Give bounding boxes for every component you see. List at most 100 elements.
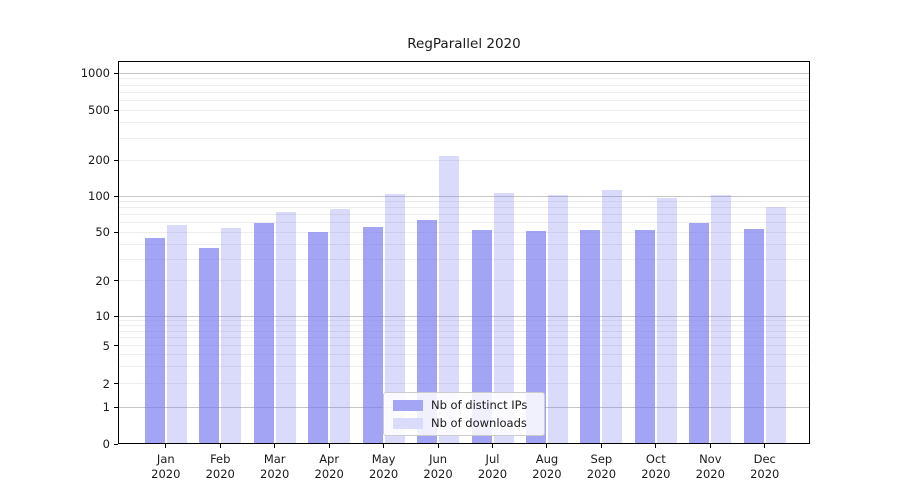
gridline-600 bbox=[119, 100, 809, 102]
bar-sep-distinct-ips bbox=[580, 230, 601, 444]
x-tick-label-sep: Sep 2020 bbox=[586, 452, 617, 481]
gridline-6 bbox=[119, 337, 809, 339]
bar-dec-downloads bbox=[765, 207, 786, 444]
gridline-70 bbox=[119, 214, 809, 216]
x-tick-feb bbox=[219, 444, 221, 448]
bar-jan-downloads bbox=[166, 224, 187, 444]
bar-aug-downloads bbox=[547, 194, 568, 444]
gridline-2 bbox=[119, 383, 809, 384]
gridline-3 bbox=[119, 366, 809, 368]
gridline-90 bbox=[119, 201, 809, 203]
gridline-200 bbox=[119, 159, 809, 161]
y-tick-0 bbox=[114, 443, 118, 445]
x-tick-sep bbox=[600, 444, 602, 448]
y-tick-label-2: 2 bbox=[102, 376, 110, 391]
gridline-20 bbox=[119, 280, 809, 282]
x-tick-label-apr: Apr 2020 bbox=[314, 452, 344, 481]
plot-area-frame bbox=[118, 61, 810, 444]
bar-feb-distinct-ips bbox=[199, 248, 220, 444]
bar-mar-distinct-ips bbox=[253, 222, 274, 444]
x-tick-oct bbox=[655, 444, 657, 448]
y-tick-10 bbox=[114, 315, 118, 317]
gridline-1000 bbox=[119, 72, 809, 74]
x-tick-label-mar: Mar 2020 bbox=[260, 452, 290, 481]
y-tick-500 bbox=[114, 109, 118, 111]
x-tick-aug bbox=[546, 444, 548, 448]
bar-may-downloads bbox=[384, 193, 405, 444]
bar-jun-downloads bbox=[439, 156, 460, 444]
x-tick-dec bbox=[764, 444, 766, 448]
x-tick-jun bbox=[437, 444, 439, 448]
x-tick-jan bbox=[165, 444, 167, 448]
x-tick-may bbox=[383, 444, 385, 448]
bar-nov-distinct-ips bbox=[689, 222, 710, 444]
gridline-4 bbox=[119, 354, 809, 356]
y-tick-20 bbox=[114, 280, 118, 282]
y-tick-label-1: 1 bbox=[102, 400, 110, 414]
bar-nov-downloads bbox=[711, 194, 732, 444]
x-tick-nov bbox=[709, 444, 711, 448]
gridline-5 bbox=[119, 345, 809, 347]
gridline-500 bbox=[119, 109, 809, 111]
y-tick-200 bbox=[114, 159, 118, 161]
gridline-300 bbox=[119, 137, 809, 139]
chart-title: RegParallel 2020 bbox=[407, 36, 521, 52]
gridline-7 bbox=[119, 330, 809, 332]
bar-apr-distinct-ips bbox=[308, 232, 329, 444]
x-tick-label-nov: Nov 2020 bbox=[695, 452, 725, 481]
legend-label-downloads: Nb of downloads bbox=[431, 416, 527, 430]
gridline-60 bbox=[119, 222, 809, 224]
x-tick-label-dec: Dec 2020 bbox=[750, 452, 780, 481]
y-tick-label-200: 200 bbox=[88, 153, 110, 168]
legend-swatch-distinct-ips bbox=[393, 399, 423, 411]
x-tick-label-jan: Jan 2020 bbox=[151, 452, 181, 481]
y-tick-label-5: 5 bbox=[102, 338, 110, 353]
x-tick-jul bbox=[492, 444, 493, 448]
y-tick-label-500: 500 bbox=[88, 103, 110, 118]
gridline-30 bbox=[119, 258, 809, 260]
bar-oct-distinct-ips bbox=[634, 230, 655, 444]
bar-feb-downloads bbox=[221, 228, 242, 444]
bar-oct-downloads bbox=[656, 197, 677, 444]
gridline-80 bbox=[119, 207, 809, 209]
gridline-800 bbox=[119, 84, 809, 86]
x-tick-label-aug: Aug 2020 bbox=[532, 452, 562, 481]
bar-may-distinct-ips bbox=[362, 227, 383, 444]
legend-swatch-downloads bbox=[393, 417, 423, 429]
gridline-400 bbox=[119, 121, 809, 123]
legend-box: Nb of distinct IPs Nb of downloads bbox=[383, 392, 545, 436]
x-tick-label-may: May 2020 bbox=[368, 452, 399, 481]
gridline-50 bbox=[119, 231, 809, 233]
bar-apr-downloads bbox=[330, 209, 351, 444]
x-tick-label-jun: Jun 2020 bbox=[423, 452, 453, 481]
y-tick-label-1000: 1000 bbox=[80, 66, 110, 81]
gridline-40 bbox=[119, 243, 809, 245]
gridline-8 bbox=[119, 325, 809, 327]
bar-jan-distinct-ips bbox=[144, 237, 165, 444]
bar-jul-downloads bbox=[493, 193, 514, 444]
y-tick-label-100: 100 bbox=[88, 189, 110, 204]
x-tick-mar bbox=[274, 444, 276, 448]
bar-dec-distinct-ips bbox=[743, 229, 764, 444]
x-tick-label-oct: Oct 2020 bbox=[641, 452, 671, 481]
y-tick-1 bbox=[114, 406, 118, 408]
gridline-100 bbox=[119, 195, 809, 197]
bar-mar-downloads bbox=[275, 211, 296, 444]
y-tick-label-10: 10 bbox=[95, 309, 110, 323]
x-tick-label-feb: Feb 2020 bbox=[205, 452, 235, 481]
x-tick-apr bbox=[328, 444, 330, 448]
x-tick-label-jul: Jul 2020 bbox=[477, 452, 508, 481]
bar-jun-distinct-ips bbox=[417, 220, 438, 444]
gridline-700 bbox=[119, 91, 809, 93]
y-tick-5 bbox=[114, 345, 118, 347]
legend-item-distinct-ips: Nb of distinct IPs bbox=[393, 398, 535, 412]
bar-jul-distinct-ips bbox=[471, 230, 492, 444]
gridline-10 bbox=[119, 315, 809, 317]
gridline-9 bbox=[119, 320, 809, 322]
y-tick-100 bbox=[114, 195, 118, 197]
gridline-900 bbox=[119, 78, 809, 80]
y-tick-2 bbox=[114, 383, 118, 384]
bar-sep-downloads bbox=[602, 189, 623, 444]
y-tick-label-0: 0 bbox=[102, 437, 110, 451]
